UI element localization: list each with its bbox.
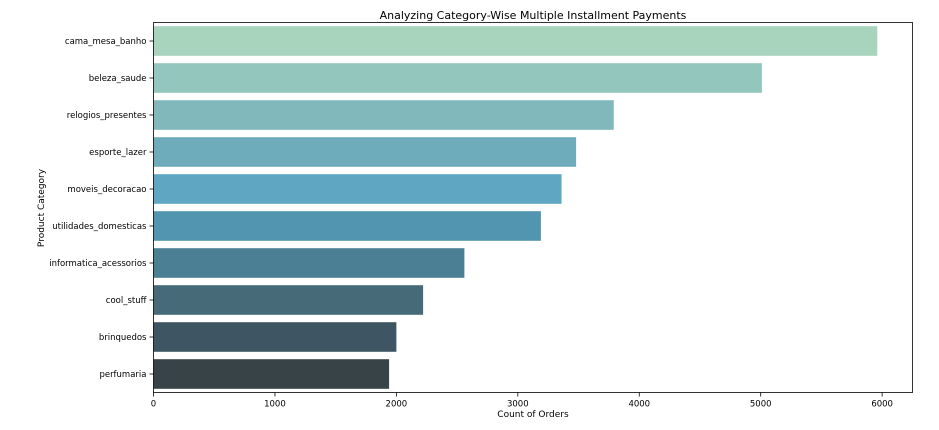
y-axis-ticks: cama_mesa_banho beleza_saude relogios_pres… bbox=[49, 37, 154, 380]
plot-frame bbox=[153, 22, 913, 393]
y-tick-label: relogios_presentes bbox=[67, 111, 147, 121]
bar-moveis_decoracao bbox=[153, 174, 562, 204]
y-tick-label: beleza_saude bbox=[89, 74, 147, 84]
y-tick-label: cool_stuff bbox=[106, 296, 148, 306]
y-tick-label: perfumaria bbox=[99, 370, 146, 380]
y-tick-label: brinquedos bbox=[99, 333, 147, 343]
bar-informatica_acessorios bbox=[153, 248, 465, 278]
bar-cama_mesa_banho bbox=[153, 26, 878, 56]
y-tick-label: moveis_decoracao bbox=[67, 185, 146, 195]
bar-brinquedos bbox=[153, 322, 397, 352]
bar-cool_stuff bbox=[153, 285, 424, 315]
x-tick-label: 5000 bbox=[750, 400, 772, 410]
x-tick-label: 3000 bbox=[507, 400, 529, 410]
bar-esporte_lazer bbox=[153, 137, 577, 167]
y-axis-label: Product Category bbox=[37, 168, 47, 247]
y-tick-label: utilidades_domesticas bbox=[52, 222, 147, 232]
x-tick-label: 4000 bbox=[628, 400, 650, 410]
x-axis-ticks: 0 1000 2000 3000 4000 5000 6000 bbox=[151, 392, 893, 410]
bar-beleza_saude bbox=[153, 63, 762, 93]
y-tick-label: esporte_lazer bbox=[89, 148, 147, 158]
chart-title: Analyzing Category-Wise Multiple Install… bbox=[380, 9, 687, 22]
x-tick-label: 6000 bbox=[871, 400, 893, 410]
bar-perfumaria bbox=[153, 359, 390, 389]
y-tick-label: informatica_acessorios bbox=[49, 259, 147, 269]
x-tick-label: 2000 bbox=[386, 400, 408, 410]
x-tick-label: 1000 bbox=[264, 400, 286, 410]
bar-relogios_presentes bbox=[153, 100, 614, 130]
x-axis-label: Count of Orders bbox=[497, 410, 569, 420]
x-tick-label: 0 bbox=[151, 400, 156, 410]
bars-group bbox=[153, 26, 878, 389]
bar-utilidades_domesticas bbox=[153, 211, 541, 241]
y-tick-label: cama_mesa_banho bbox=[65, 37, 147, 47]
